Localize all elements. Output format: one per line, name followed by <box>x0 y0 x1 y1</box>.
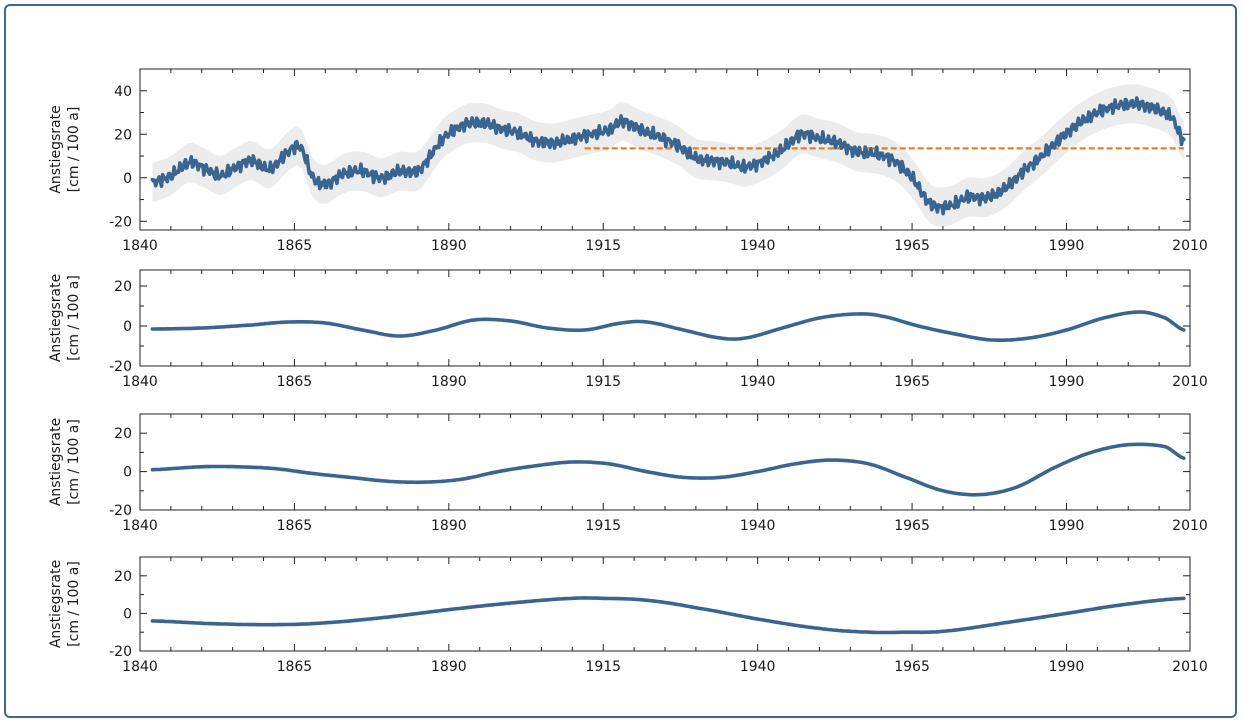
y-tick-label: 0 <box>123 171 132 187</box>
x-tick-label: 1915 <box>585 374 621 390</box>
chart-panel-1: 1840 1865 1890 1915 1940 1965 1990 2010 -20 0 20 40… <box>48 68 1208 254</box>
x-tick-label: 1940 <box>740 518 776 534</box>
chart-panel-4: 1840 1865 1890 1915 1940 1965 1990 2010 -20 0 20 An… <box>48 556 1208 675</box>
y-axis-title-line1: Anstiegsrate <box>48 274 64 362</box>
y-tick-label: 20 <box>114 279 132 295</box>
x-tick-label: 1940 <box>740 659 776 675</box>
y-tick-label: 0 <box>123 606 132 622</box>
series-line <box>150 596 1186 635</box>
chart-panel-2: 1840 1865 1890 1915 1940 1965 1990 2010 -20 0 20 An… <box>48 269 1208 390</box>
x-tick-label: 1990 <box>1049 374 1085 390</box>
x-tick-label: 1840 <box>122 374 158 390</box>
x-tick-label: 1890 <box>431 518 467 534</box>
y-tick-label: 0 <box>123 319 132 335</box>
x-tick-label: 1840 <box>122 518 158 534</box>
x-tick-label: 1965 <box>894 518 930 534</box>
y-axis-title-line1: Anstiegsrate <box>48 560 64 648</box>
x-tick-label: 1940 <box>740 374 776 390</box>
y-tick-label: -20 <box>109 644 132 660</box>
y-axis-title-line2: [cm / 100 a] <box>66 275 82 361</box>
x-tick-label: 1940 <box>740 238 776 254</box>
series-line <box>150 96 1186 216</box>
chart-panel-3: 1840 1865 1890 1915 1940 1965 1990 2010 -20 0 20 An… <box>48 413 1208 534</box>
y-axis-title-line2: [cm / 100 a] <box>66 107 82 193</box>
axes-box <box>139 269 1191 367</box>
y-tick-label: 20 <box>114 426 132 442</box>
x-tick-label: 1865 <box>277 238 313 254</box>
y-tick-label: -20 <box>109 359 132 375</box>
axes-box <box>139 413 1191 511</box>
x-tick-label: 1840 <box>122 238 158 254</box>
x-tick-label: 1965 <box>894 659 930 675</box>
x-tick-label: 2010 <box>1172 374 1208 390</box>
y-tick-label: -20 <box>109 503 132 519</box>
y-tick-label: 40 <box>114 84 132 100</box>
x-tick-label: 1965 <box>894 374 930 390</box>
series-line <box>150 310 1186 342</box>
x-tick-label: 1865 <box>277 518 313 534</box>
x-tick-label: 1890 <box>431 238 467 254</box>
x-tick-label: 2010 <box>1172 238 1208 254</box>
y-tick-label: 0 <box>123 465 132 481</box>
x-tick-label: 1965 <box>894 238 930 254</box>
series-line <box>150 442 1186 497</box>
x-tick-label: 1840 <box>122 659 158 675</box>
y-tick-label: -20 <box>109 214 132 230</box>
y-tick-label: 20 <box>114 127 132 143</box>
x-tick-label: 1865 <box>277 374 313 390</box>
y-tick-label: 20 <box>114 569 132 585</box>
y-axis-title-line2: [cm / 100 a] <box>66 419 82 505</box>
x-tick-label: 1990 <box>1049 518 1085 534</box>
uncertainty-band <box>152 84 1184 227</box>
x-tick-label: 1890 <box>431 374 467 390</box>
x-tick-label: 1915 <box>585 238 621 254</box>
y-axis-title-line1: Anstiegsrate <box>48 418 64 506</box>
y-axis-title-line2: [cm / 100 a] <box>66 561 82 647</box>
x-tick-label: 1890 <box>431 659 467 675</box>
x-tick-label: 2010 <box>1172 659 1208 675</box>
x-tick-label: 1915 <box>585 518 621 534</box>
x-tick-label: 1990 <box>1049 659 1085 675</box>
x-tick-label: 2010 <box>1172 518 1208 534</box>
x-tick-label: 1865 <box>277 659 313 675</box>
x-tick-label: 1990 <box>1049 238 1085 254</box>
y-axis-title-line1: Anstiegsrate <box>48 105 64 193</box>
x-tick-label: 1915 <box>585 659 621 675</box>
